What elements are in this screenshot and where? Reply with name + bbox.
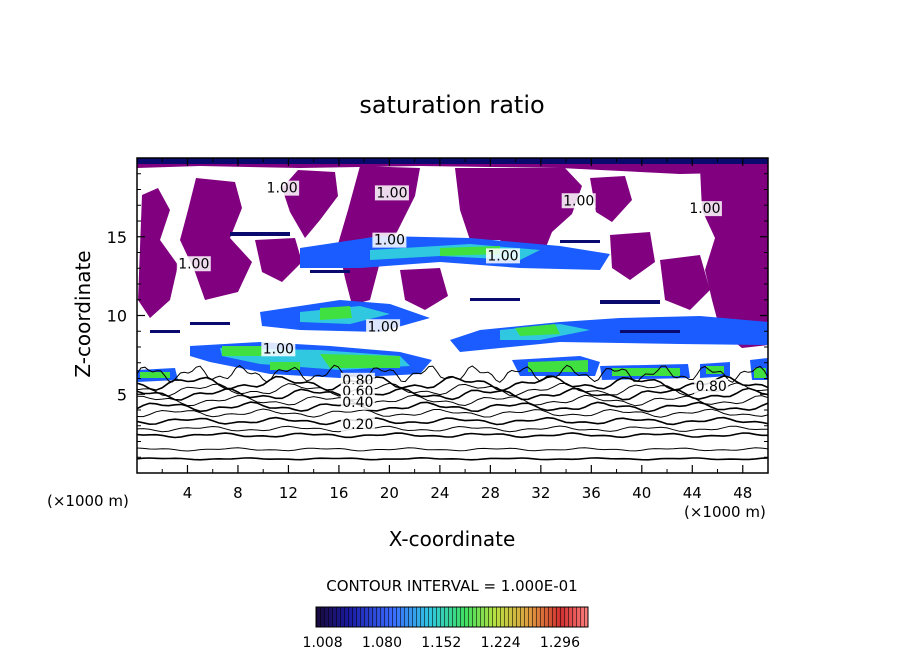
purple-region [610, 232, 655, 280]
top-strip [137, 158, 768, 164]
contour-label-bg [694, 379, 729, 395]
y-tick-label: 15 [107, 228, 127, 247]
band-low-mid-green [528, 360, 588, 372]
x-tick-label: 48 [733, 484, 752, 502]
x-unit-right: (×1000 m) [684, 503, 766, 521]
colorbar-frame [315, 606, 589, 628]
contour-label-bg [265, 180, 300, 196]
band-edge-right-green [706, 366, 766, 378]
fringe-noise [150, 232, 680, 333]
x-axis-label: X-coordinate [389, 527, 516, 551]
chart-title: saturation ratio [359, 91, 544, 119]
plot-area: 1.00 1.00 1.00 1.00 1.00 1.00 1.00 1.00 1.00 0.80… [137, 158, 768, 473]
contour-label: 0.80 [696, 379, 727, 395]
band-mid-green [320, 306, 352, 320]
y-tick-label: 10 [107, 307, 127, 326]
contour-line [137, 447, 768, 452]
contour-label: 1.00 [368, 319, 399, 335]
x-tick-label: 28 [481, 484, 500, 502]
purple-region [590, 176, 632, 222]
x-tick-label: 36 [582, 484, 601, 502]
contour-line [137, 401, 768, 413]
contour-line [137, 425, 768, 433]
contour-line [137, 432, 768, 439]
band-upper-green [440, 246, 500, 256]
colorbar: 1.008 1.080 1.152 1.224 1.296 [303, 606, 589, 651]
purple-region [138, 188, 178, 318]
purple-region [255, 238, 302, 282]
x-tick-label: 44 [683, 484, 702, 502]
contour-label: 1.00 [563, 193, 594, 209]
band-edge-right [700, 358, 768, 380]
contour-label-bg [366, 319, 401, 335]
x-tick-label: 24 [430, 484, 449, 502]
x-tick-label: 12 [279, 484, 298, 502]
x-unit-left: (×1000 m) [47, 492, 129, 510]
contour-label: 0.40 [342, 395, 373, 411]
contour-interval: CONTOUR INTERVAL = 1.000E-01 [326, 577, 577, 595]
purple-region [400, 268, 448, 310]
band-low-left-green [222, 346, 400, 370]
colorbar-label: 1.296 [540, 635, 580, 651]
contour-label-bg [261, 341, 296, 357]
contour-line [137, 387, 768, 402]
contour-label-bg [687, 201, 722, 217]
colorbar-label: 1.008 [303, 635, 343, 651]
colorbar-ticks [316, 607, 588, 627]
contour-line [137, 456, 768, 461]
contour-labels: 1.00 1.00 1.00 1.00 1.00 1.00 1.00 1.00 1.00 0.80… [176, 180, 729, 433]
contour-label: 1.00 [487, 248, 518, 264]
colorbar-label: 1.224 [481, 635, 521, 651]
contour-label-bg [176, 256, 211, 272]
contour-label: 1.00 [376, 185, 407, 201]
x-tick-label: 4 [183, 484, 193, 502]
contour-label: 1.00 [267, 181, 298, 197]
contour-line-wiggly [137, 364, 768, 383]
colorbar-label: 1.152 [421, 635, 461, 651]
contour-label: 0.20 [342, 417, 373, 433]
contour-label-bg [561, 193, 596, 209]
y-axis-ticks: 5 10 15 [107, 173, 768, 458]
y-tick-label: 5 [117, 385, 127, 404]
purple-region [660, 255, 710, 310]
purple-region [455, 168, 582, 268]
contour-line [137, 408, 768, 418]
x-tick-label: 16 [329, 484, 348, 502]
contour-label-bg [340, 416, 375, 432]
x-tick-label: 8 [233, 484, 243, 502]
band-right [450, 316, 768, 352]
contour-label: 1.00 [374, 233, 405, 249]
contour-lines [137, 364, 768, 461]
contour-line [137, 416, 768, 426]
x-tick-label: 20 [380, 484, 399, 502]
contour-line [137, 394, 768, 407]
x-tick-label: 32 [531, 484, 550, 502]
contour-line [137, 382, 768, 397]
x-tick-label: 40 [632, 484, 651, 502]
contour-label-bg [372, 232, 407, 248]
contour-label: 1.00 [263, 341, 294, 357]
x-axis-ticks: 4 8 12 16 20 24 28 32 36 40 44 48 [161, 158, 752, 502]
y-axis-label: Z-coordinate [71, 250, 95, 377]
band-right-green [515, 324, 560, 336]
contour-label-bg [485, 248, 520, 264]
contour-label: 1.00 [178, 256, 209, 272]
colorbar-labels: 1.008 1.080 1.152 1.224 1.296 [303, 635, 581, 651]
colorbar-label: 1.080 [362, 635, 402, 651]
contour-label-bg [340, 394, 375, 410]
contour-label-bg [374, 185, 409, 201]
contour-label: 1.00 [689, 201, 720, 217]
